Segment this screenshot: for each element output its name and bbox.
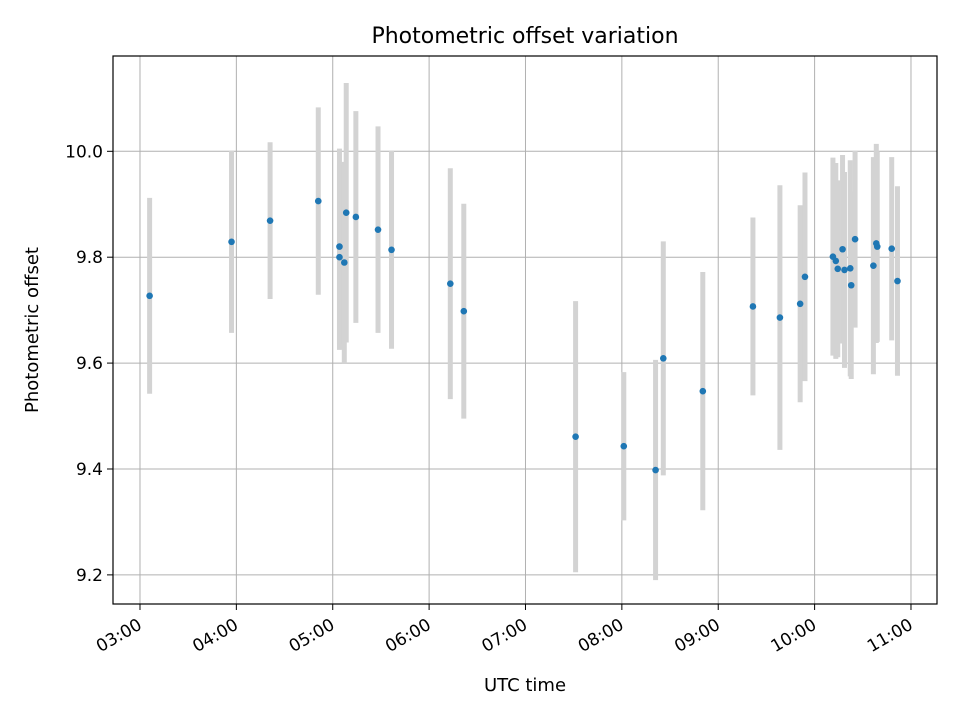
data-point bbox=[460, 307, 468, 315]
data-point bbox=[776, 314, 784, 321]
x-tick-label: 03:00 bbox=[93, 615, 145, 657]
data-point bbox=[336, 243, 343, 250]
x-tick-label: 07:00 bbox=[479, 615, 531, 657]
grid-layer bbox=[113, 56, 937, 604]
data-point bbox=[659, 355, 667, 362]
data-point bbox=[352, 213, 360, 221]
data-point bbox=[699, 387, 707, 395]
data-point bbox=[314, 197, 322, 205]
data-point bbox=[841, 266, 848, 274]
data-point bbox=[851, 235, 859, 243]
data-point bbox=[266, 217, 274, 224]
x-axis: 03:00 04:00 05:00 06:00 07:00 08:00 09:00 10:00… bbox=[93, 604, 916, 657]
data-point bbox=[572, 433, 579, 440]
data-point bbox=[228, 238, 235, 246]
data-point bbox=[340, 259, 348, 266]
x-tick-label: 09:00 bbox=[671, 615, 723, 657]
y-tick-label: 9.6 bbox=[76, 354, 103, 374]
data-point bbox=[374, 226, 382, 233]
x-tick-label: 04:00 bbox=[189, 615, 241, 657]
data-point bbox=[388, 246, 395, 254]
data-point bbox=[336, 253, 343, 261]
data-point bbox=[834, 265, 842, 273]
y-tick-label: 10.0 bbox=[65, 142, 103, 162]
data-point bbox=[447, 280, 454, 287]
data-point bbox=[801, 273, 809, 281]
data-point bbox=[873, 243, 881, 250]
data-point bbox=[888, 245, 896, 253]
data-point bbox=[839, 245, 846, 253]
data-point bbox=[796, 300, 804, 308]
data-point bbox=[870, 262, 877, 269]
x-tick-label: 08:00 bbox=[575, 615, 627, 657]
x-tick-label: 06:00 bbox=[382, 615, 434, 657]
data-point bbox=[846, 265, 854, 272]
chart-title: Photometric offset variation bbox=[371, 24, 678, 49]
y-tick-label: 9.4 bbox=[76, 460, 103, 480]
x-tick-label: 11:00 bbox=[864, 615, 916, 657]
y-axis-label: Photometric offset bbox=[22, 247, 43, 413]
data-point bbox=[342, 209, 350, 217]
data-point bbox=[146, 292, 153, 300]
y-tick-label: 9.8 bbox=[76, 248, 103, 268]
point-layer bbox=[146, 197, 901, 474]
data-point bbox=[652, 466, 659, 474]
x-tick-label: 05:00 bbox=[286, 615, 338, 657]
data-point bbox=[894, 277, 901, 285]
x-tick-label: 10:00 bbox=[768, 615, 820, 657]
y-axis: 9.2 9.4 9.6 9.8 10.0 bbox=[65, 142, 113, 586]
y-tick-label: 9.2 bbox=[76, 566, 103, 586]
data-point bbox=[620, 442, 628, 450]
data-point bbox=[847, 281, 855, 289]
data-point bbox=[832, 257, 840, 265]
data-point bbox=[749, 303, 757, 310]
x-axis-label: UTC time bbox=[484, 675, 566, 696]
